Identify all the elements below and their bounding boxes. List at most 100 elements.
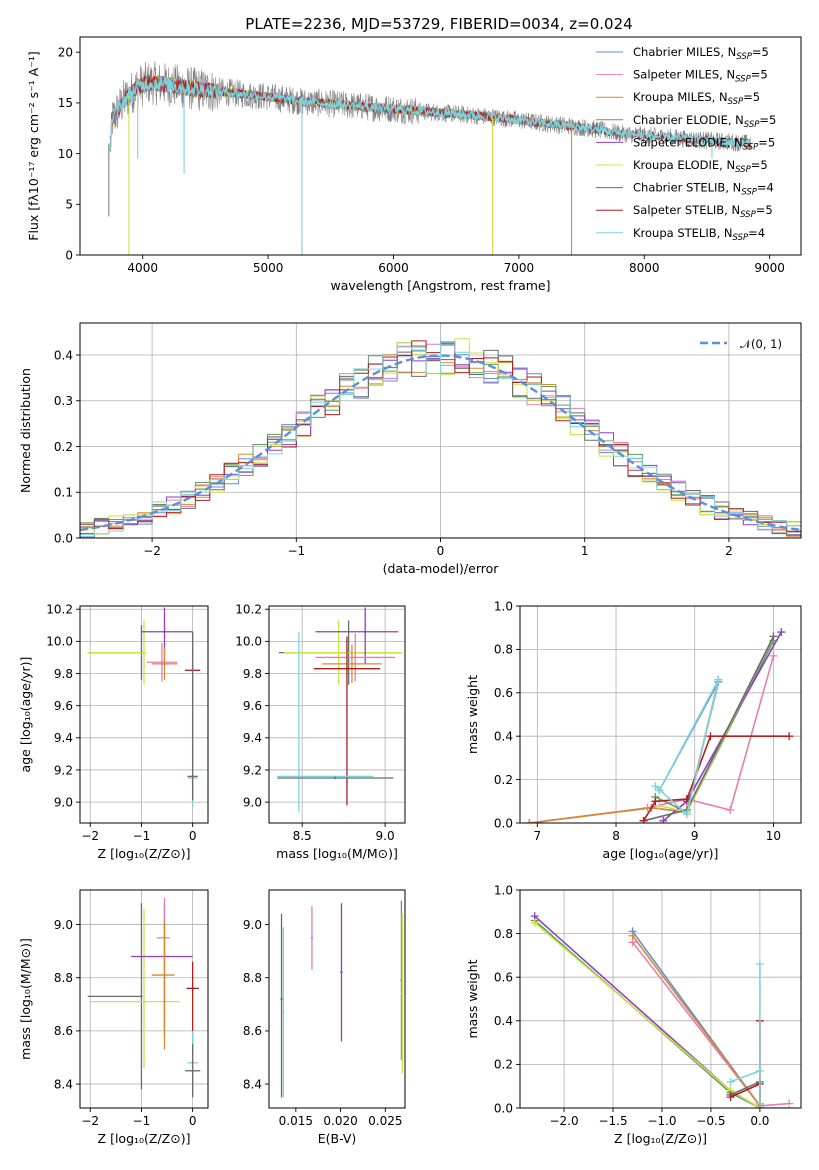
y-tick-label: 9.0 <box>54 795 73 809</box>
x-tick-label: 0 <box>189 1114 197 1128</box>
y-tick-label: 0.8 <box>494 927 513 941</box>
panel-massweight_vs_Z: −2.0 −1.5 −1.0 −0.5 0.0 0.0 0.2 0.4 0.6 0.8 1.0 Z [… <box>465 883 802 1146</box>
y-tick-label: 10.0 <box>46 635 73 649</box>
legend-suffix: =4 <box>757 181 774 195</box>
x-tick-label: −2 <box>81 829 99 843</box>
x-axis-label: age [log₁₀(age/yr)] <box>603 846 719 861</box>
series-line-kroupa_miles <box>631 935 761 1107</box>
y-axis-label: mass weight <box>465 675 480 754</box>
legend-suffix: =5 <box>756 203 773 217</box>
x-tick-label: 2 <box>725 544 733 558</box>
legend-text: Salpeter STELIB, N <box>633 203 740 217</box>
plot-area <box>280 900 404 1098</box>
y-tick-label: 9.4 <box>243 731 262 745</box>
x-axis-label: Z [log₁₀(Z/Z⊙)] <box>614 1131 707 1146</box>
y-tick-label: 8.6 <box>243 1024 262 1038</box>
axes-frame <box>79 889 209 1109</box>
x-tick-label: 0.020 <box>323 1114 357 1128</box>
legend-suffix: =5 <box>759 113 776 127</box>
panel-spectrum: 4000 5000 6000 7000 8000 9000 0 5 10 15 20 waveleng… <box>26 36 802 293</box>
x-tick-label: 0.0 <box>750 1114 769 1128</box>
legend-subscript: SSP <box>736 52 752 62</box>
plus-marker <box>785 1104 794 1108</box>
x-axis-label: mass [log₁₀(M/M⊙)] <box>276 846 398 861</box>
y-tick-label: 0.4 <box>494 1014 513 1028</box>
axes-frame <box>79 36 802 256</box>
plot-area <box>530 912 794 1108</box>
y-axis-label: mass [log₁₀(M/M⊙)] <box>18 938 33 1060</box>
plot-area <box>87 897 201 1098</box>
plus-marker <box>726 1077 735 1086</box>
plus-marker <box>769 632 778 641</box>
legend-entry: Chabrier MILES, NSSP=5 <box>633 45 769 62</box>
series-line-salpeter_miles <box>529 655 775 823</box>
y-tick-label: 0.0 <box>494 1101 513 1115</box>
y-tick-label: 9.6 <box>54 699 73 713</box>
legend-entry: Chabrier ELODIE, NSSP=5 <box>633 113 776 130</box>
y-tick-label: 0.8 <box>494 643 513 657</box>
y-tick-label: 8.4 <box>243 1077 262 1091</box>
plus-marker <box>655 801 664 810</box>
y-tick-label: 8.8 <box>243 971 262 985</box>
legend-suffix: =5 <box>751 68 768 82</box>
y-tick-label: 9.8 <box>54 667 73 681</box>
y-tick-label: 0.4 <box>54 348 73 362</box>
y-tick-label: 9.2 <box>243 763 262 777</box>
legend-entry: Chabrier STELIB, NSSP=4 <box>633 181 774 198</box>
series-line-chabrier_elodie <box>655 640 775 814</box>
x-tick-label: 8000 <box>629 261 660 275</box>
y-tick-label: 9.6 <box>243 699 262 713</box>
y-tick-label: 9.0 <box>243 795 262 809</box>
axes-frame <box>519 605 802 824</box>
legend-suffix: =5 <box>743 90 760 104</box>
y-tick-label: 0.1 <box>54 486 73 500</box>
legend-subscript: SSP <box>743 142 759 152</box>
legend-normal-label: 𝒩(0, 1) <box>740 337 782 351</box>
plus-marker <box>659 816 668 823</box>
y-tick-label: 10 <box>58 147 73 161</box>
legend-text: Chabrier ELODIE, N <box>633 113 744 127</box>
y-axis-label: Normed distribution <box>18 368 33 493</box>
data-point <box>142 651 146 654</box>
x-axis-label: E(B-V) <box>318 1131 357 1146</box>
x-tick-label: 1 <box>581 544 589 558</box>
y-tick-label: 0.0 <box>494 816 513 830</box>
axes-frame <box>268 889 406 1109</box>
panel-residuals: −2 −1 0 1 2 0.0 0.1 0.2 0.3 0.4 (data-model)/error… <box>18 322 802 576</box>
x-tick-label: 5000 <box>253 261 284 275</box>
data-point <box>140 995 143 998</box>
x-axis-label: wavelength [Angstrom, rest frame] <box>330 278 550 293</box>
legend-entry: Salpeter ELODIE, NSSP=5 <box>633 135 775 152</box>
legend-subscript: SSP <box>744 120 760 130</box>
y-tick-label: 8.4 <box>54 1077 73 1091</box>
y-tick-label: 9.4 <box>54 731 73 745</box>
x-tick-label: 4000 <box>127 261 158 275</box>
x-tick-label: 0 <box>189 829 197 843</box>
x-tick-label: −0.5 <box>696 1114 725 1128</box>
data-point <box>337 651 340 654</box>
y-tick-label: 1.0 <box>494 883 513 897</box>
legend-text: Salpeter MILES, N <box>633 68 735 82</box>
plus-marker <box>769 651 778 660</box>
data-point <box>401 992 404 995</box>
plus-marker <box>530 918 539 927</box>
x-axis-label: Z [log₁₀(Z/Z⊙)] <box>98 846 191 861</box>
y-tick-label: 10.2 <box>235 603 262 617</box>
x-tick-label: 8 <box>612 829 620 843</box>
legend-subscript: SSP <box>741 188 757 198</box>
legend-suffix: =5 <box>758 135 775 149</box>
panel-mass_vs_ebv: 0.015 0.020 0.025 8.4 8.6 8.8 9.0 E(B-V) <box>243 889 406 1146</box>
legend-text: Kroupa MILES, N <box>633 90 728 104</box>
x-axis-label: (data-model)/error <box>383 561 500 576</box>
y-tick-label: 0.2 <box>54 440 73 454</box>
data-point <box>280 997 283 1001</box>
legend-entry: Salpeter STELIB, NSSP=5 <box>633 203 773 220</box>
histogram-kroupa_elodie <box>80 338 801 535</box>
x-tick-label: −1.5 <box>598 1114 627 1128</box>
plot-area <box>87 607 201 807</box>
y-tick-label: 0.3 <box>54 394 73 408</box>
y-tick-label: 20 <box>58 46 73 60</box>
plot-area <box>108 61 751 255</box>
plus-marker <box>682 795 691 804</box>
